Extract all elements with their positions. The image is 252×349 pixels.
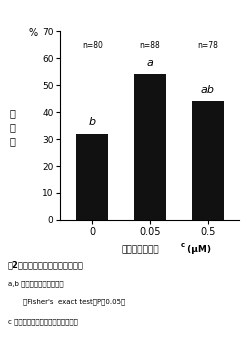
Text: ab: ab bbox=[201, 85, 215, 95]
Text: n=80: n=80 bbox=[82, 41, 103, 50]
Text: 図2　体外発育卵母細胞の成熟率: 図2 体外発育卵母細胞の成熟率 bbox=[8, 260, 83, 269]
Text: b: b bbox=[89, 117, 96, 127]
Text: a: a bbox=[146, 58, 153, 68]
Text: n=78: n=78 bbox=[197, 41, 218, 50]
Text: (μM): (μM) bbox=[184, 245, 211, 254]
Text: 成
熟
率: 成 熟 率 bbox=[10, 109, 16, 146]
Text: デキサメタゾン: デキサメタゾン bbox=[121, 245, 159, 254]
Bar bbox=[134, 74, 166, 220]
Text: （Fisher's  exact test、P＜0.05）: （Fisher's exact test、P＜0.05） bbox=[23, 298, 125, 305]
Text: %: % bbox=[28, 28, 37, 38]
Text: c: c bbox=[181, 242, 185, 248]
Text: n=88: n=88 bbox=[140, 41, 160, 50]
Text: a,b 異符号間に有意差あり: a,b 異符号間に有意差あり bbox=[8, 280, 63, 287]
Text: c 発育のための培養液への添加濃度: c 発育のための培養液への添加濃度 bbox=[8, 319, 77, 325]
Bar bbox=[76, 134, 108, 220]
Bar bbox=[192, 102, 224, 220]
